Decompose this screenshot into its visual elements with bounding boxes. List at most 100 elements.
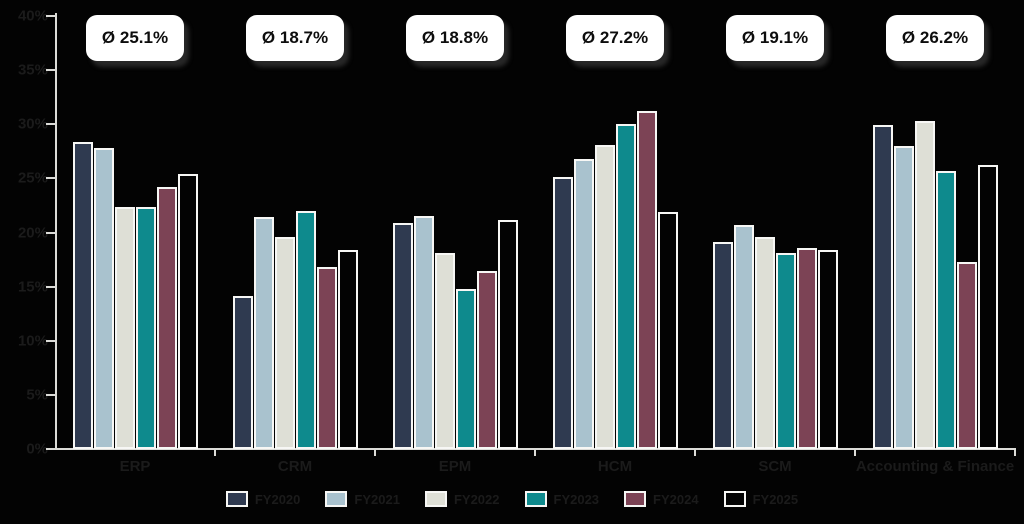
y-axis-tick-mark <box>46 285 56 288</box>
bar-fy2024 <box>956 262 977 449</box>
y-axis-tick-label: 35% <box>17 61 48 79</box>
bar-group <box>225 16 365 449</box>
legend-label: FY2020 <box>254 491 301 507</box>
bar-fy2021 <box>893 146 914 449</box>
legend-swatch <box>624 491 647 507</box>
y-axis-tick-mark <box>46 448 56 450</box>
bar-group <box>705 16 845 449</box>
x-axis-tick-mark <box>374 450 376 456</box>
bar-fy2022 <box>594 145 615 449</box>
bar-fy2021 <box>573 159 594 449</box>
bar-fy2022 <box>114 207 135 449</box>
bar-fy2025 <box>657 212 678 449</box>
bar-fy2024 <box>636 111 657 449</box>
bar-fy2025 <box>817 250 838 449</box>
bar-fy2022 <box>434 253 455 449</box>
bar-fy2023 <box>135 207 156 449</box>
bar-fy2024 <box>156 187 177 449</box>
x-axis-tick-mark <box>854 450 856 456</box>
category-label: ERP <box>119 458 151 475</box>
average-badge: Ø 27.2% <box>566 15 664 61</box>
x-axis-tick-mark <box>694 450 696 456</box>
average-badge: Ø 19.1% <box>726 15 824 61</box>
y-axis-tick-mark <box>46 69 56 72</box>
x-axis-tick-mark <box>214 450 216 456</box>
bar-fy2025 <box>337 250 358 449</box>
legend-item: FY2024 <box>624 491 699 507</box>
legend: FY2020 FY2021 FY2022 FY2023 FY2024 FY2025 <box>0 491 1024 507</box>
x-axis-line <box>55 448 1016 450</box>
bar-fy2025 <box>977 165 998 449</box>
average-badge: Ø 18.7% <box>246 15 344 61</box>
average-badge: Ø 18.8% <box>406 15 504 61</box>
bar-fy2022 <box>754 237 775 449</box>
bar-fy2023 <box>455 289 476 449</box>
bar-fy2025 <box>497 220 518 449</box>
y-axis-tick-label: 15% <box>17 278 48 296</box>
y-axis-tick-mark <box>46 339 56 342</box>
bar-fy2025 <box>177 174 198 449</box>
legend-item: FY2023 <box>524 491 600 507</box>
category-label: Accounting & Finance <box>855 458 1015 475</box>
bar-fy2020 <box>712 242 733 449</box>
y-axis-tick-mark <box>46 177 56 180</box>
bar-group <box>545 16 685 449</box>
legend-swatch <box>524 491 547 507</box>
bar-fy2021 <box>93 148 114 449</box>
category-label: CRM <box>277 458 313 475</box>
bar-fy2020 <box>392 223 413 449</box>
category-label: HCM <box>597 458 633 475</box>
y-axis-tick-label: 0% <box>26 440 48 458</box>
average-badge: Ø 25.1% <box>86 15 184 61</box>
y-axis-tick-label: 40% <box>17 7 48 25</box>
category-label: SCM <box>758 458 792 475</box>
bar-group <box>385 16 525 449</box>
bar-fy2020 <box>232 296 253 449</box>
y-axis-line <box>55 13 57 450</box>
bar-fy2021 <box>253 217 274 449</box>
bar-fy2021 <box>733 225 754 449</box>
bar-fy2020 <box>872 125 893 449</box>
legend-label: FY2025 <box>752 491 799 507</box>
bar-fy2020 <box>552 177 573 449</box>
y-axis-tick-label: 30% <box>17 115 48 133</box>
y-axis-tick-label: 10% <box>17 332 48 350</box>
x-axis-tick-mark <box>1014 450 1016 456</box>
legend-label: FY2023 <box>553 491 600 507</box>
legend-swatch <box>424 491 447 507</box>
y-axis-tick-mark <box>46 231 56 234</box>
legend-item: FY2025 <box>723 491 799 507</box>
bar-fy2023 <box>775 253 796 449</box>
legend-swatch <box>225 491 248 507</box>
bar-fy2024 <box>796 248 817 449</box>
legend-item: FY2020 <box>225 491 301 507</box>
legend-label: FY2024 <box>653 491 699 507</box>
legend-item: FY2022 <box>424 491 500 507</box>
legend-swatch <box>723 491 746 507</box>
legend-item: FY2021 <box>325 491 400 507</box>
y-axis-tick-label: 5% <box>26 386 48 404</box>
legend-swatch <box>325 491 348 507</box>
y-axis-tick-mark <box>46 393 56 396</box>
average-badge: Ø 26.2% <box>886 15 984 61</box>
y-axis-tick-label: 20% <box>17 224 48 241</box>
bar-group <box>865 16 1005 449</box>
legend-label: FY2022 <box>453 491 500 507</box>
y-axis-tick-label: 25% <box>17 169 48 187</box>
bar-fy2022 <box>274 237 295 449</box>
legend-label: FY2021 <box>354 491 400 507</box>
bar-fy2023 <box>295 211 316 449</box>
bar-fy2023 <box>935 171 956 449</box>
bar-fy2021 <box>413 216 434 449</box>
bar-fy2024 <box>476 271 497 449</box>
bar-fy2023 <box>615 124 636 449</box>
category-label: EPM <box>438 458 472 475</box>
bar-fy2020 <box>72 142 93 449</box>
y-axis-tick-mark <box>46 123 56 126</box>
x-axis-tick-mark <box>534 450 536 456</box>
y-axis-tick-mark <box>46 15 56 17</box>
bar-fy2022 <box>914 121 935 449</box>
bar-group <box>65 16 205 449</box>
bar-fy2024 <box>316 267 337 449</box>
